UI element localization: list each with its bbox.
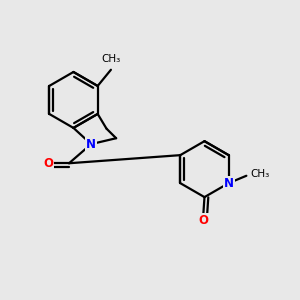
Text: O: O (44, 157, 53, 170)
Text: CH₃: CH₃ (251, 169, 270, 179)
Text: O: O (198, 214, 208, 227)
Text: N: N (86, 138, 96, 151)
Text: CH₃: CH₃ (101, 55, 121, 64)
Text: N: N (224, 177, 234, 190)
